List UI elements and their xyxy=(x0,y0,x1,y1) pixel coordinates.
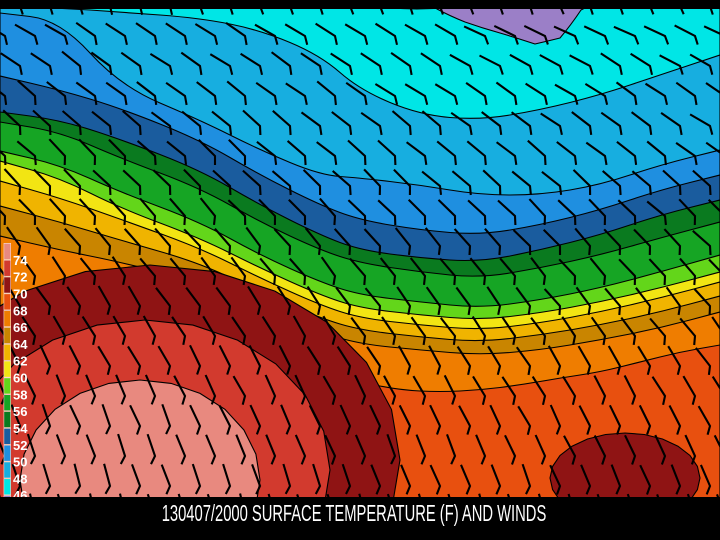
svg-text:54: 54 xyxy=(13,421,28,436)
svg-text:74: 74 xyxy=(13,253,28,268)
svg-text:72: 72 xyxy=(13,270,27,285)
svg-text:50: 50 xyxy=(13,455,27,470)
svg-text:56: 56 xyxy=(13,404,27,419)
svg-text:62: 62 xyxy=(13,354,27,369)
svg-text:70: 70 xyxy=(13,286,27,301)
svg-text:68: 68 xyxy=(13,303,27,318)
svg-text:58: 58 xyxy=(13,387,27,402)
svg-text:48: 48 xyxy=(13,471,27,486)
svg-text:60: 60 xyxy=(13,371,27,386)
svg-text:66: 66 xyxy=(13,320,27,335)
svg-text:52: 52 xyxy=(13,438,27,453)
svg-text:64: 64 xyxy=(13,337,28,352)
svg-text:130407/2000 SURFACE TEMPERATUR: 130407/2000 SURFACE TEMPERATURE (F) AND … xyxy=(162,502,547,527)
